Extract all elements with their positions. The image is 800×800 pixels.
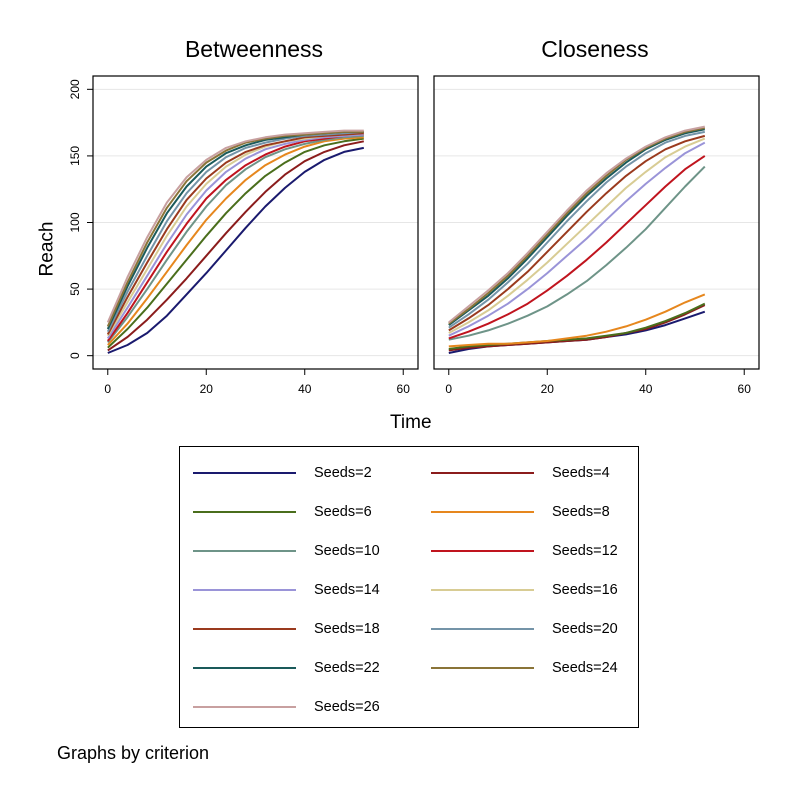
y-tick-label: 0 <box>68 352 82 359</box>
series-line-closeness-seeds-26 <box>448 125 705 324</box>
legend-item: Seeds=16 <box>431 580 618 600</box>
legend-label: Seeds=12 <box>552 543 618 559</box>
x-axis-title: Time <box>390 412 432 433</box>
x-tick-label: 40 <box>298 382 312 396</box>
series-line-closeness-seeds-18 <box>448 134 706 332</box>
legend: Seeds=2 Seeds=4 Seeds=6 Seeds=8 Seeds=10 Seed… <box>179 446 639 728</box>
series-line-betweenness-seeds-8 <box>107 136 364 346</box>
legend-label: Seeds=18 <box>314 621 380 637</box>
series-line-betweenness-seeds-24 <box>106 130 364 327</box>
x-tick-label: 60 <box>397 382 411 396</box>
legend-swatch <box>431 510 534 514</box>
series-line-closeness-seeds-22 <box>448 128 705 326</box>
legend-swatch <box>193 510 296 514</box>
series-line-betweenness-seeds-20 <box>106 130 364 333</box>
series-line-closeness-seeds-4 <box>448 304 706 352</box>
x-tick-label: 0 <box>445 382 452 396</box>
series-line-betweenness-seeds-4 <box>107 140 364 352</box>
series-line-closeness-seeds-6 <box>448 302 706 350</box>
x-tick-label: 20 <box>541 382 555 396</box>
legend-label: Seeds=8 <box>552 504 610 520</box>
legend-label: Seeds=24 <box>552 660 618 676</box>
legend-swatch <box>431 627 534 631</box>
legend-label: Seeds=2 <box>314 465 372 481</box>
legend-swatch <box>431 588 534 592</box>
legend-item: Seeds=8 <box>431 502 610 522</box>
series-line-closeness-seeds-20 <box>448 130 705 329</box>
legend-label: Seeds=6 <box>314 504 372 520</box>
legend-label: Seeds=26 <box>314 699 380 715</box>
legend-item: Seeds=18 <box>193 619 380 639</box>
x-tick-label: 40 <box>639 382 653 396</box>
y-tick-label: 100 <box>68 212 82 232</box>
legend-swatch <box>431 549 534 553</box>
legend-item: Seeds=6 <box>193 502 372 522</box>
legend-swatch <box>193 705 296 709</box>
series-line-betweenness-seeds-16 <box>106 132 364 337</box>
plot-frame-closeness <box>433 75 760 370</box>
legend-item: Seeds=2 <box>193 463 372 483</box>
legend-label: Seeds=20 <box>552 621 618 637</box>
legend-swatch <box>193 549 296 553</box>
series-line-betweenness-seeds-6 <box>107 137 364 349</box>
series-line-closeness-seeds-8 <box>448 293 706 348</box>
y-tick-label: 150 <box>68 146 82 166</box>
series-line-betweenness-seeds-14 <box>106 133 364 339</box>
legend-label: Seeds=10 <box>314 543 380 559</box>
y-axis-title: Reach <box>36 221 58 277</box>
x-tick-label: 20 <box>200 382 214 396</box>
series-line-betweenness-seeds-26 <box>106 129 364 323</box>
legend-swatch <box>193 588 296 592</box>
legend-label: Seeds=14 <box>314 582 380 598</box>
x-tick-label: 60 <box>738 382 752 396</box>
legend-item: Seeds=22 <box>193 658 380 678</box>
legend-item: Seeds=20 <box>431 619 618 639</box>
series-line-betweenness-seeds-2 <box>107 146 364 354</box>
series-line-closeness-seeds-14 <box>448 141 706 337</box>
series-line-betweenness-seeds-12 <box>106 133 364 342</box>
legend-label: Seeds=4 <box>552 465 610 481</box>
series-line-betweenness-seeds-18 <box>106 132 364 335</box>
legend-item: Seeds=14 <box>193 580 380 600</box>
series-line-closeness-seeds-16 <box>448 137 706 334</box>
legend-swatch <box>431 666 534 670</box>
series-line-closeness-seeds-12 <box>448 155 706 340</box>
legend-swatch <box>193 666 296 670</box>
legend-swatch <box>431 471 534 475</box>
y-tick-label: 50 <box>68 282 82 296</box>
panel-title-closeness: Closeness <box>541 36 649 62</box>
x-tick-label: 0 <box>104 382 111 396</box>
legend-item: Seeds=12 <box>431 541 618 561</box>
legend-item: Seeds=4 <box>431 463 610 483</box>
series-line-closeness-seeds-10 <box>448 165 706 341</box>
legend-item: Seeds=26 <box>193 697 380 717</box>
legend-item: Seeds=24 <box>431 658 618 678</box>
legend-item: Seeds=10 <box>193 541 380 561</box>
legend-swatch <box>193 471 296 475</box>
legend-label: Seeds=16 <box>552 582 618 598</box>
legend-swatch <box>193 627 296 631</box>
series-line-closeness-seeds-24 <box>448 126 705 325</box>
y-tick-label: 200 <box>68 79 82 99</box>
panel-title-betweenness: Betweenness <box>184 36 324 62</box>
legend-label: Seeds=22 <box>314 660 380 676</box>
series-line-betweenness-seeds-10 <box>107 134 364 344</box>
graph-note: Graphs by criterion <box>57 743 210 763</box>
